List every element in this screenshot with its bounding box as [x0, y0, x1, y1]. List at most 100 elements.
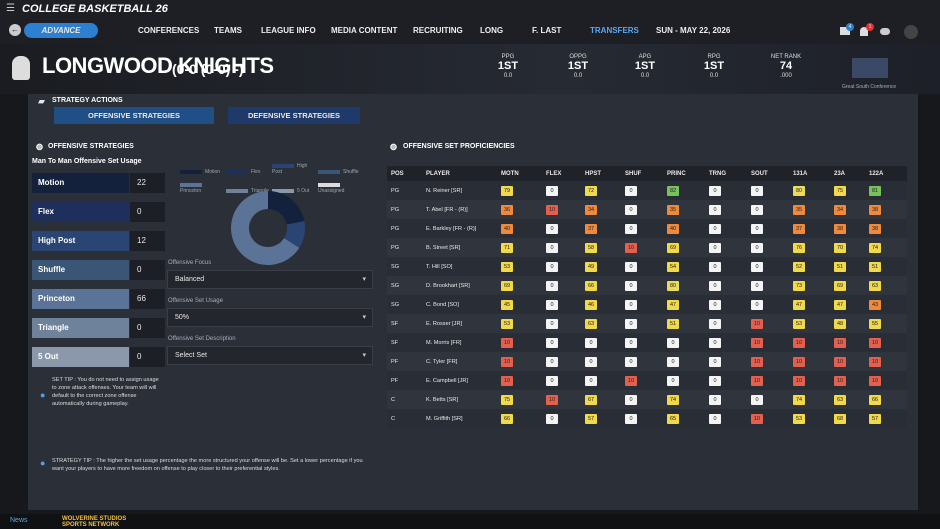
rating-cell: 54	[663, 257, 705, 276]
rating-cell: 63	[581, 314, 621, 333]
legend-item: Princeton	[180, 182, 226, 194]
rating: 0	[751, 204, 763, 215]
logo: COLLEGE BASKETBALL 26	[22, 3, 168, 15]
rating: 34	[834, 204, 846, 215]
rating: 49	[585, 261, 597, 272]
menu-item[interactable]: TEAMS	[214, 26, 242, 35]
rating-cell: 10	[789, 333, 830, 352]
rating-cell: 67	[581, 390, 621, 409]
rating: 0	[625, 318, 637, 329]
player-row[interactable]: SG C. Bond [SO] 45 0 46 0 47 0 0 47 47 43	[387, 295, 907, 314]
rating: 76	[793, 242, 805, 253]
offensive-button[interactable]: OFFENSIVE STRATEGIES	[54, 107, 214, 124]
stat-label: PPG	[501, 54, 515, 60]
rating: 10	[546, 204, 558, 215]
player-row[interactable]: PF E. Campbell [JR] 10 0 0 10 0 0 10 10 10 10	[387, 371, 907, 390]
dropdown[interactable]: Balanced	[167, 270, 373, 289]
rating-cell: 0	[542, 409, 581, 428]
player-row[interactable]: PG E. Barkley [FR - (R)] 40 0 37 0 40 0 0 37 38 38	[387, 219, 907, 238]
defensive-button[interactable]: DEFENSIVE STRATEGIES	[228, 107, 360, 124]
news[interactable]: News	[10, 517, 28, 524]
chat-icon[interactable]	[880, 28, 890, 35]
rating-cell: 0	[542, 333, 581, 352]
player-row[interactable]: SG D. Brookhart [SR] 69 0 66 0 80 0 0 73 69 63	[387, 276, 907, 295]
rating: 10	[625, 375, 637, 386]
player-row[interactable]: SG T. Hill [SO] 53 0 49 0 54 0 0 52 51 51	[387, 257, 907, 276]
player-row[interactable]: C K. Betts [SR] 75 10 67 0 74 0 0 74 63 66	[387, 390, 907, 409]
player-row[interactable]: PG B. Street [SR] 71 0 58 10 69 0 0 76 70 74	[387, 238, 907, 257]
dropdown[interactable]: Select Set	[167, 346, 373, 365]
rating-cell: 63	[830, 390, 865, 409]
column-header: PRINC	[663, 166, 705, 181]
rating-cell: 0	[581, 371, 621, 390]
rating-cell: 75	[497, 390, 542, 409]
avatar[interactable]	[904, 25, 918, 39]
advance-button[interactable]: ADVANCE	[24, 23, 98, 38]
rating: 0	[546, 375, 558, 386]
rating: 73	[793, 280, 805, 291]
rating-cell: 10	[830, 333, 865, 352]
column-header: FLEX	[542, 166, 581, 181]
team-header: Great South Conference	[0, 44, 940, 94]
rating: 37	[793, 223, 805, 234]
player-row[interactable]: C M. Griffith [SR] 66 0 57 0 65 0 10 53 68 57	[387, 409, 907, 428]
rating-cell: 0	[621, 352, 663, 371]
rating-cell: 70	[830, 238, 865, 257]
player-row[interactable]: PG T. Abel [FR - (R)] 36 10 34 0 35 0 0 35 34 38	[387, 200, 907, 219]
position: PF	[387, 371, 422, 390]
stat-label: APG	[638, 54, 652, 60]
rating-cell: 73	[789, 276, 830, 295]
player-row[interactable]: SF E. Rosser [JR] 53 0 63 0 51 0 10 53 48 55	[387, 314, 907, 333]
rating-cell: 10	[542, 390, 581, 409]
rating-cell: 66	[581, 276, 621, 295]
bell-icon[interactable]	[860, 27, 868, 36]
rating-cell: 55	[865, 314, 907, 333]
rating: 0	[751, 280, 763, 291]
rating-cell: 53	[789, 314, 830, 333]
player-name: B. Street [SR]	[422, 238, 497, 257]
rating: 74	[793, 394, 805, 405]
menu-item[interactable]: MEDIA CONTENT	[331, 26, 398, 35]
player-row[interactable]: PF C. Tyler [FR] 10 0 0 0 0 0 10 10 10 10	[387, 352, 907, 371]
rating: 10	[793, 356, 805, 367]
menu-item[interactable]: LEAGUE INFO	[261, 26, 316, 35]
stat-rank: 1ST	[703, 60, 725, 72]
column-header: POS	[387, 166, 422, 181]
rating-cell: 10	[865, 333, 907, 352]
menu-item[interactable]: RECRUITING	[413, 26, 463, 35]
legend-swatch	[272, 163, 294, 168]
user[interactable]: F. LAST	[532, 26, 562, 35]
position: SG	[387, 276, 422, 295]
rating: 0	[546, 242, 558, 253]
rating: 0	[709, 375, 721, 386]
header-row: POS PLAYER MOTN FLEX HPST SHUF PRINC TRNG SOUT 13…	[387, 166, 907, 181]
rating: 66	[501, 413, 513, 424]
rating-cell: 46	[581, 295, 621, 314]
rating-cell: 0	[621, 333, 663, 352]
coach[interactable]: LONG	[480, 26, 504, 35]
column-header: 23A	[830, 166, 865, 181]
rating: 0	[546, 261, 558, 272]
donut-slice	[284, 221, 305, 248]
rating: 71	[501, 242, 513, 253]
rating-cell: 0	[621, 219, 663, 238]
menu-item[interactable]: CONFERENCES	[138, 26, 200, 35]
rating: 65	[667, 413, 679, 424]
strategies-title: OFFENSIVE STRATEGIES	[48, 143, 134, 150]
field-label: Offensive Set Description	[168, 336, 236, 342]
rating: 10	[793, 337, 805, 348]
rating-cell: 0	[705, 276, 747, 295]
back-button[interactable]: ←	[9, 24, 21, 36]
transfers[interactable]: TRANSFERS	[590, 26, 639, 35]
legend-swatch	[318, 182, 340, 187]
dropdown[interactable]: 50%	[167, 308, 373, 327]
mail-icon[interactable]	[840, 27, 850, 35]
rating-cell: 10	[830, 371, 865, 390]
rating-cell: 10	[497, 352, 542, 371]
player-row[interactable]: PG N. Reiner [SR] 79 0 72 0 82 0 0 80 75 81	[387, 181, 907, 200]
menu-icon[interactable]: ☰	[6, 3, 15, 14]
set-value: 66	[130, 289, 165, 309]
player-row[interactable]: SF M. Morris [FR] 10 0 0 0 0 0 10 10 10 10	[387, 333, 907, 352]
stat-rank: 74	[779, 60, 793, 72]
